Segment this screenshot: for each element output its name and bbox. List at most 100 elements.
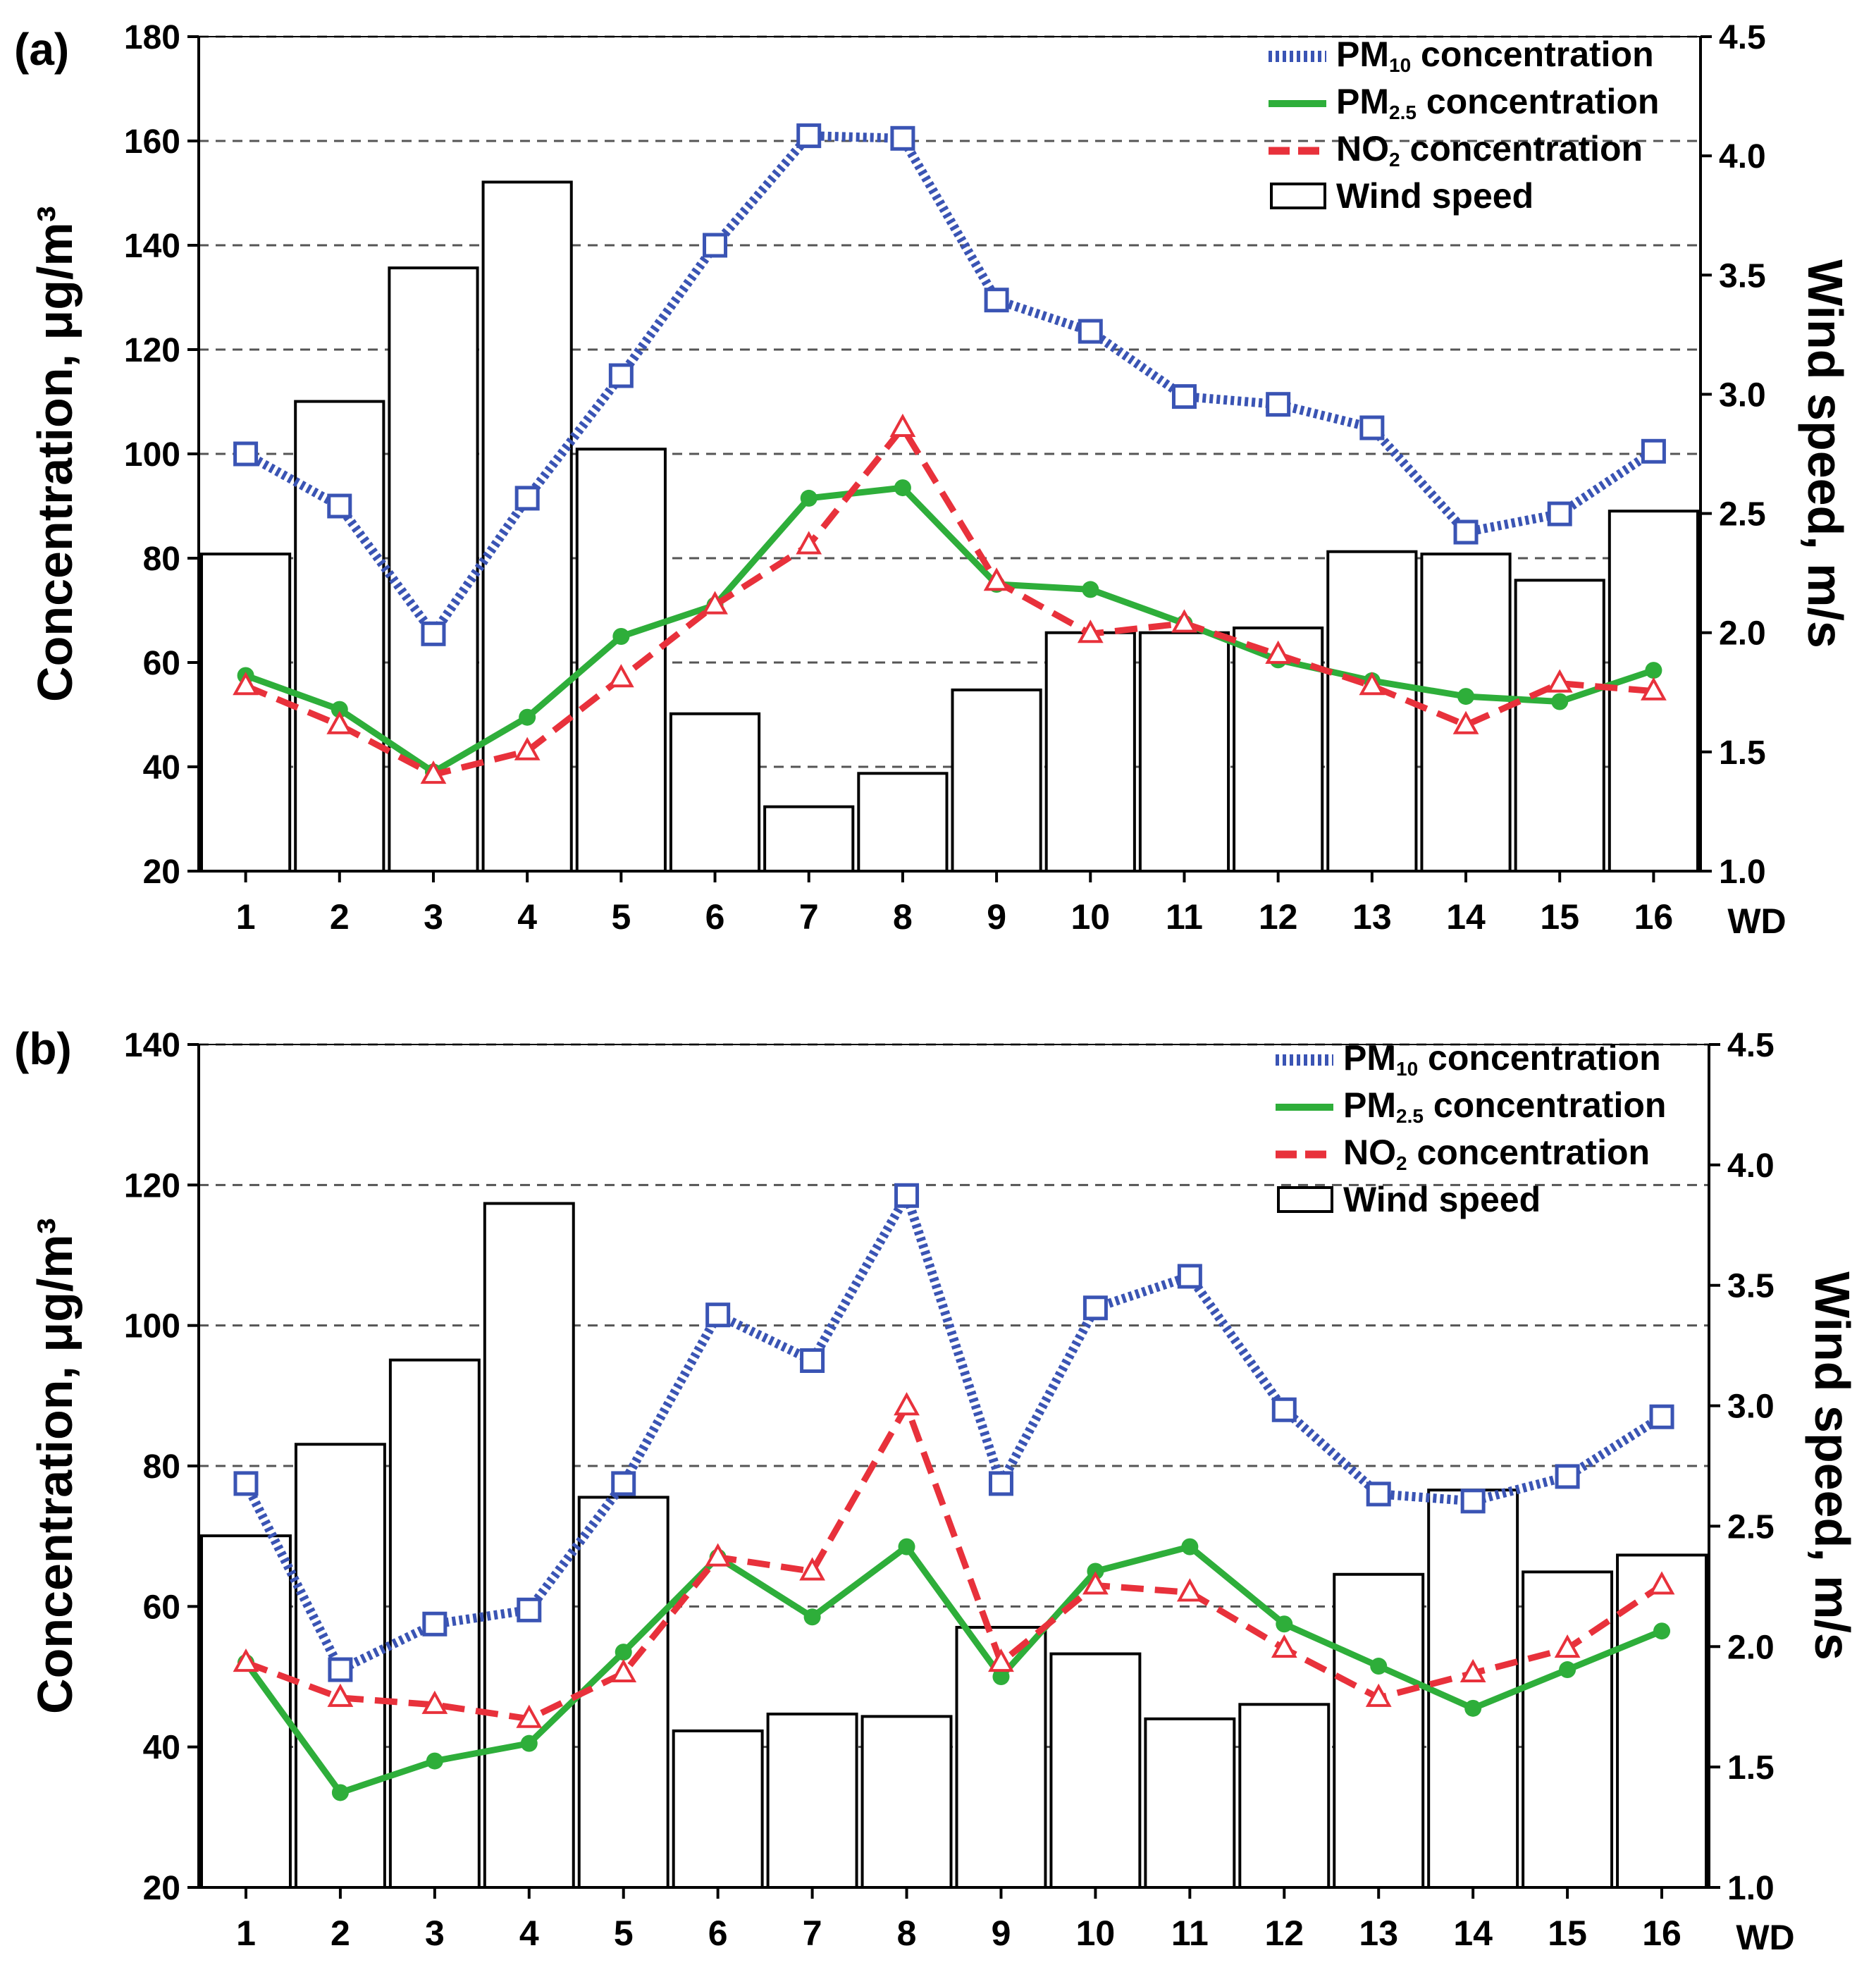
pm10-marker bbox=[890, 125, 915, 151]
wind-speed-bar bbox=[483, 1202, 575, 1889]
panel-label: (a) bbox=[14, 24, 69, 75]
wind-speed-bar bbox=[1514, 579, 1605, 873]
series-line-pm10 bbox=[243, 131, 1657, 639]
right-tick-label: 4.0 bbox=[1727, 1147, 1775, 1185]
x-tick-label: 13 bbox=[1352, 897, 1392, 937]
right-tick-label: 2.0 bbox=[1727, 1629, 1775, 1666]
series-line-no2 bbox=[244, 424, 1654, 778]
pm10-marker bbox=[327, 493, 352, 519]
x-axis-label: WD bbox=[1736, 1918, 1794, 1957]
left-tick-label: 100 bbox=[124, 1308, 180, 1345]
left-tick-label: 40 bbox=[143, 1730, 180, 1767]
no2-marker bbox=[1265, 640, 1292, 664]
right-tick-label: 3.0 bbox=[1727, 1388, 1775, 1426]
right-tick-label: 2.5 bbox=[1727, 1508, 1775, 1546]
right-tick-label: 3.0 bbox=[1719, 376, 1766, 414]
legend-entry-suffix: concentration bbox=[1418, 1038, 1660, 1078]
wind-speed-bar bbox=[1144, 1717, 1236, 1890]
legend-entry-name: Wind speed bbox=[1343, 1180, 1541, 1219]
wind-speed-bar bbox=[766, 1712, 858, 1890]
right-axis-title: Wind speed, m/s bbox=[1798, 259, 1853, 648]
pm25-marker bbox=[520, 1734, 538, 1752]
wind-speed-bar bbox=[763, 805, 855, 873]
x-tick-label: 13 bbox=[1359, 1914, 1398, 1953]
wind-speed-bar bbox=[200, 553, 292, 873]
no2-marker bbox=[514, 737, 541, 760]
x-tick-label: 10 bbox=[1076, 1914, 1116, 1953]
pm25-marker bbox=[519, 708, 536, 726]
left-tick-label: 160 bbox=[124, 123, 180, 161]
legend-entry-suffix: concentration bbox=[1417, 82, 1659, 121]
left-axis-title: Concentration, μg/m³ bbox=[27, 1218, 82, 1714]
right-tick-label: 4.5 bbox=[1727, 1027, 1775, 1064]
series-line-pm10 bbox=[242, 1190, 1665, 1675]
x-tick-label: 4 bbox=[519, 1914, 539, 1953]
pm25-marker bbox=[898, 1538, 915, 1555]
no2-marker bbox=[1171, 609, 1197, 633]
no2-marker bbox=[1641, 677, 1667, 701]
x-tick-label: 9 bbox=[992, 1914, 1011, 1953]
wind-speed-bar bbox=[481, 180, 573, 873]
wind-speed-bar bbox=[1049, 1652, 1142, 1889]
no2-marker bbox=[1452, 710, 1479, 734]
pm25-marker bbox=[615, 1644, 632, 1661]
no2-marker bbox=[796, 531, 822, 555]
no2-marker bbox=[705, 1543, 732, 1567]
legend-entry: NO2 concentration bbox=[1336, 129, 1643, 171]
legend-entry-subscript: 2 bbox=[1396, 1152, 1407, 1174]
no2-marker bbox=[326, 710, 353, 734]
x-tick-label: 11 bbox=[1166, 897, 1203, 937]
pm25-marker bbox=[1082, 581, 1099, 598]
legend-entry-subscript: 2 bbox=[1389, 149, 1400, 171]
x-tick-label: 5 bbox=[614, 1914, 634, 1953]
wind-speed-bar bbox=[294, 400, 385, 873]
x-tick-label: 12 bbox=[1264, 1914, 1304, 1953]
pm10-marker bbox=[1082, 1295, 1108, 1321]
legend-entry-suffix: concentration bbox=[1424, 1085, 1666, 1125]
x-tick-label: 7 bbox=[799, 897, 819, 937]
legend-entry: PM10 concentration bbox=[1343, 1038, 1661, 1080]
no2-marker bbox=[889, 413, 916, 437]
legend-entry-subscript: 10 bbox=[1389, 54, 1411, 76]
pm25-marker bbox=[426, 1752, 443, 1770]
x-tick-label: 12 bbox=[1259, 897, 1298, 937]
x-tick-label: 9 bbox=[987, 897, 1006, 937]
legend-entry-suffix: concentration bbox=[1411, 35, 1653, 74]
pm10-marker bbox=[1547, 501, 1572, 526]
right-tick-label: 1.5 bbox=[1719, 734, 1766, 772]
wind-speed-bar bbox=[1238, 1703, 1331, 1889]
pm25-marker bbox=[1181, 1538, 1199, 1555]
legend-entry-name: NO bbox=[1343, 1133, 1396, 1172]
x-tick-label: 8 bbox=[893, 897, 913, 937]
right-tick-label: 3.5 bbox=[1727, 1268, 1775, 1305]
series-line-no2 bbox=[245, 1403, 1664, 1723]
pm25-marker bbox=[894, 479, 911, 497]
right-tick-label: 2.5 bbox=[1719, 496, 1766, 534]
pm10-marker bbox=[894, 1183, 920, 1208]
wind-speed-bar bbox=[951, 688, 1042, 873]
pm10-marker bbox=[796, 123, 822, 149]
pm25-marker bbox=[331, 701, 348, 718]
x-tick-label: 16 bbox=[1634, 897, 1674, 937]
pm10-marker bbox=[1171, 384, 1197, 409]
left-tick-label: 140 bbox=[124, 228, 180, 265]
pm25-marker bbox=[1645, 662, 1662, 679]
right-tick-label: 4.0 bbox=[1719, 138, 1766, 175]
pm10-marker bbox=[984, 288, 1009, 313]
legend-entry-name: PM bbox=[1336, 35, 1389, 74]
pm10-marker bbox=[1460, 1489, 1486, 1514]
no2-marker bbox=[1554, 1634, 1581, 1658]
pm10-marker bbox=[517, 1597, 542, 1622]
pm25-marker bbox=[1370, 1658, 1388, 1675]
legend-swatch bbox=[1277, 1186, 1333, 1213]
pm10-marker bbox=[422, 1611, 448, 1637]
right-tick-label: 2.0 bbox=[1719, 615, 1766, 653]
wind-speed-bar bbox=[1333, 1572, 1425, 1890]
x-tick-label: 2 bbox=[330, 897, 350, 937]
left-tick-label: 100 bbox=[124, 436, 180, 474]
x-tick-label: 15 bbox=[1540, 897, 1579, 937]
pm25-marker bbox=[331, 1784, 349, 1801]
pm25-marker bbox=[1551, 693, 1569, 710]
